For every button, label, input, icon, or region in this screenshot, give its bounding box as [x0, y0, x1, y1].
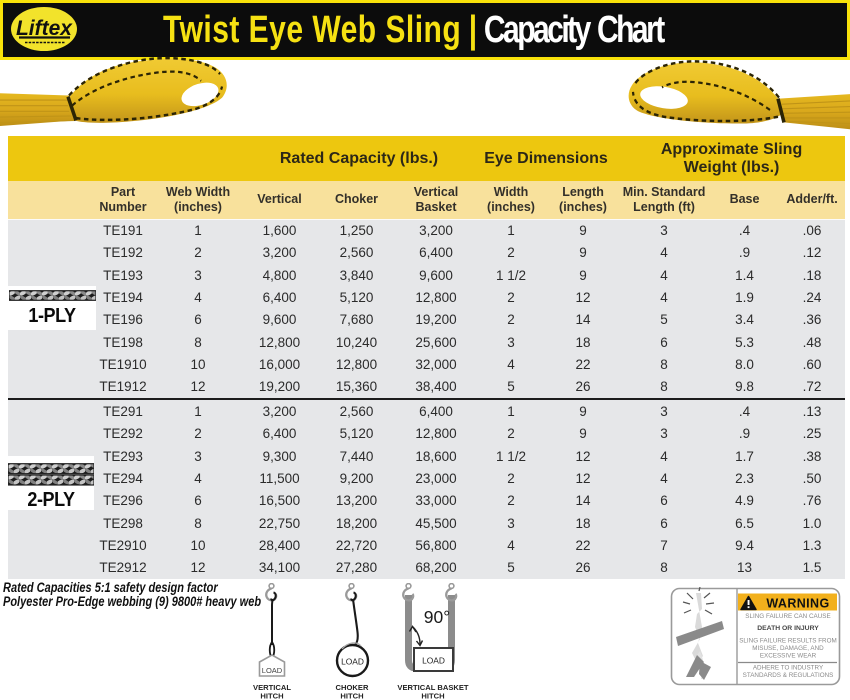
svg-text:MISUSE, DAMAGE, AND: MISUSE, DAMAGE, AND — [752, 645, 824, 652]
svg-text:STANDARDS & REGULATIONS: STANDARDS & REGULATIONS — [743, 672, 834, 679]
svg-text:LOAD: LOAD — [262, 666, 283, 675]
svg-text:DEATH OR INJURY: DEATH OR INJURY — [757, 625, 819, 632]
svg-text:HITCH: HITCH — [340, 692, 363, 700]
svg-text:CHOKER: CHOKER — [336, 683, 369, 692]
svg-text:HITCH: HITCH — [421, 692, 444, 700]
svg-text:SLING FAILURE RESULTS FROM: SLING FAILURE RESULTS FROM — [739, 638, 837, 645]
svg-text:Liftex: Liftex — [16, 17, 73, 40]
svg-text:HITCH: HITCH — [260, 692, 283, 700]
svg-text:VERTICAL BASKET: VERTICAL BASKET — [397, 683, 469, 692]
svg-text:EXCESSIVE WEAR: EXCESSIVE WEAR — [760, 653, 817, 660]
svg-text:SLING FAILURE CAN CAUSE: SLING FAILURE CAN CAUSE — [745, 613, 830, 620]
svg-text:LOAD: LOAD — [341, 657, 364, 667]
svg-text:LOAD: LOAD — [422, 656, 445, 666]
svg-text:ADHERE TO INDUSTRY: ADHERE TO INDUSTRY — [753, 665, 824, 672]
svg-text:90°: 90° — [424, 607, 450, 627]
svg-text:VERTICAL: VERTICAL — [253, 683, 291, 692]
svg-text:WARNING: WARNING — [766, 597, 829, 611]
